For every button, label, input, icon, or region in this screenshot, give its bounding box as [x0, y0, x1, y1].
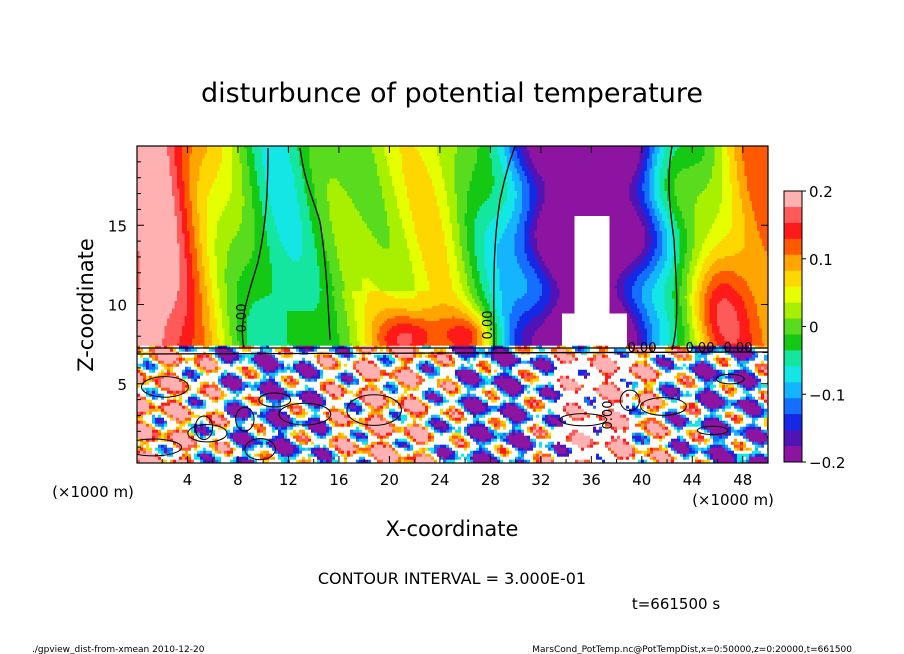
x-tick-label: 4 [183, 471, 193, 489]
y-axis-label: Z-coordinate [74, 238, 98, 372]
time-text: t=661500 s [632, 595, 720, 613]
contour-label: 0.00 [724, 341, 753, 356]
colorbar-swatch [784, 255, 802, 271]
x-tick-label: 8 [233, 471, 243, 489]
colorbar-tick-label: 0.1 [809, 251, 833, 269]
contour-label: 0.00 [686, 341, 715, 356]
plot-field [125, 146, 770, 466]
x-unit-label-left: (×1000 m) [52, 483, 134, 501]
x-unit-label-right: (×1000 m) [692, 491, 774, 509]
y-tick-label: 15 [108, 217, 127, 235]
contour-label: 0.00 [235, 304, 250, 333]
x-tick-label: 16 [329, 471, 348, 489]
colorbar-swatch [784, 334, 802, 350]
colorbar-swatch [784, 287, 802, 303]
colorbar-swatch [784, 207, 802, 223]
contour-label: 0.00 [601, 401, 616, 430]
x-tick-label: 36 [582, 471, 601, 489]
contour-label: 0.00 [628, 341, 657, 356]
x-tick-label: 32 [531, 471, 550, 489]
x-tick-label: 24 [430, 471, 449, 489]
x-tick-label: 44 [683, 471, 702, 489]
x-tick-label: 40 [632, 471, 651, 489]
colorbar-swatch [784, 414, 802, 430]
colorbar-swatch [784, 446, 802, 462]
colorbar-swatch [784, 350, 802, 366]
colorbar-swatch [784, 223, 802, 239]
contour-label: 0.00 [481, 311, 496, 340]
x-tick-label: 48 [733, 471, 752, 489]
y-tick-label: 10 [108, 297, 127, 315]
colorbar-swatch [784, 303, 802, 319]
chart-title: disturbunce of potential temperature [201, 78, 703, 109]
colorbar-tick-label: −0.2 [809, 454, 845, 472]
colorbar-swatch [784, 319, 802, 335]
footer-left: ./gpview_dist-from-xmean 2010-12-20 [32, 645, 205, 654]
colorbar-swatch [784, 382, 802, 398]
contour-interval-text: CONTOUR INTERVAL = 3.000E-01 [318, 569, 586, 588]
colorbar-swatch [784, 366, 802, 382]
footer-right: MarsCond_PotTemp.nc@PotTempDist,x=0:5000… [532, 645, 852, 654]
colorbar-tick-label: 0 [809, 319, 819, 337]
colorbar-swatch [784, 239, 802, 255]
x-axis-label: X-coordinate [386, 517, 519, 541]
y-tick-label: 5 [117, 376, 127, 394]
colorbar-tick-label: 0.2 [809, 183, 833, 201]
x-tick-label: 20 [380, 471, 399, 489]
x-tick-label: 28 [481, 471, 500, 489]
colorbar-tick-label: −0.1 [809, 386, 845, 404]
colorbar-swatch [784, 430, 802, 446]
lower-field [137, 346, 770, 466]
colorbar-swatch [784, 191, 802, 207]
colorbar-swatch [784, 271, 802, 287]
x-tick-label: 12 [279, 471, 298, 489]
colorbar-swatch [784, 398, 802, 414]
colorbar-ticks: 0.2 0.1 0 −0.1 −0.2 [802, 183, 845, 472]
colorbar [784, 191, 802, 463]
